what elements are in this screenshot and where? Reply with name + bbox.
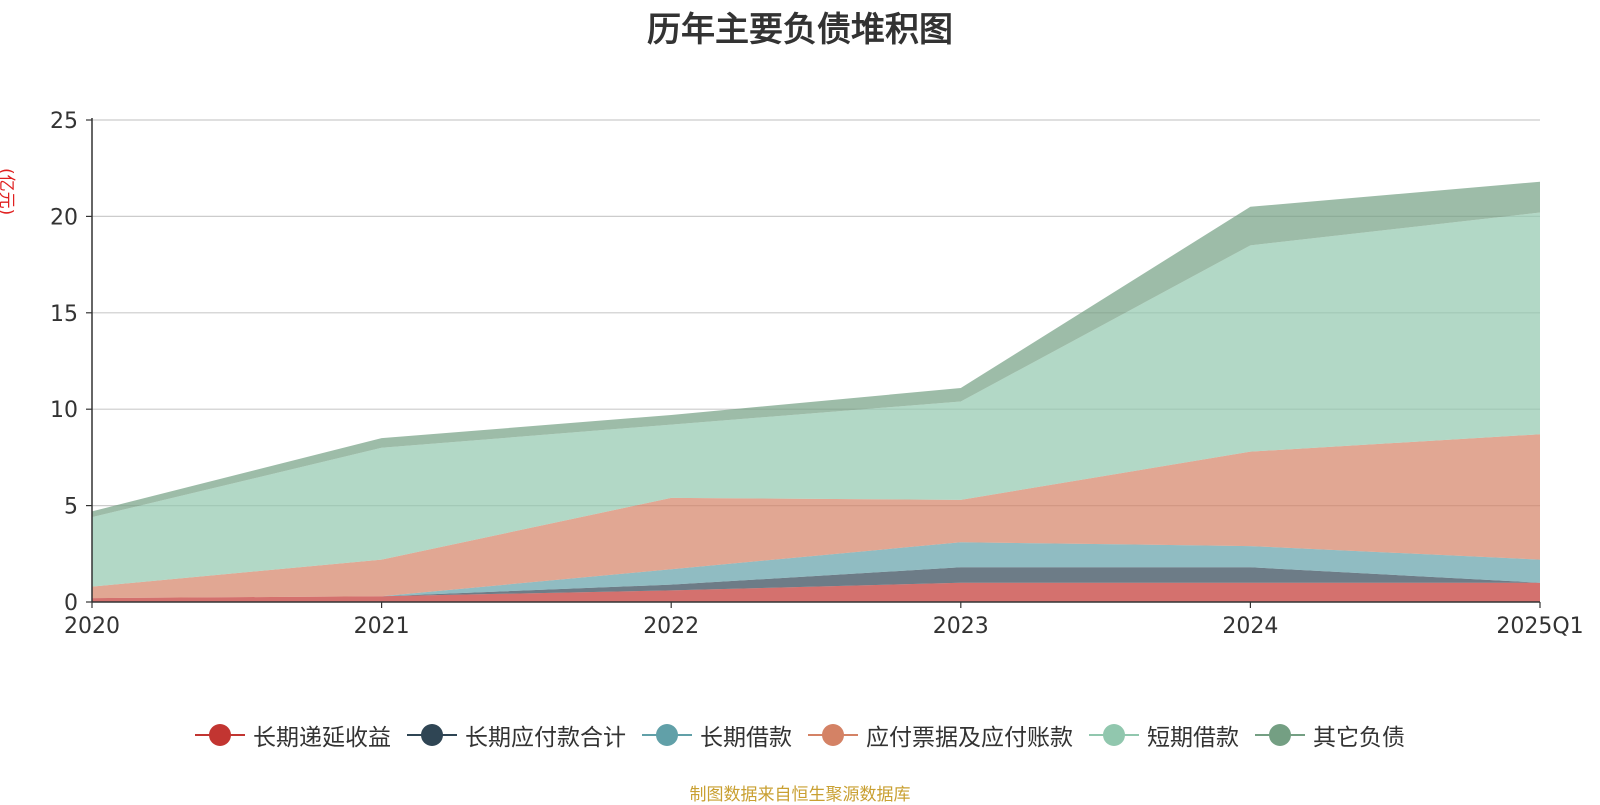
area-series-2 bbox=[92, 542, 1540, 599]
legend-item[interactable]: 长期应付款合计 bbox=[407, 718, 626, 752]
area-series-1 bbox=[92, 567, 1540, 599]
legend-item[interactable]: 应付票据及应付账款 bbox=[808, 718, 1073, 752]
area-series-0 bbox=[92, 582, 1540, 602]
chart-legend: 长期递延收益 长期应付款合计 长期借款 应付票据及应付账款 短期借款 其它负债 bbox=[0, 718, 1600, 752]
x-tick-label: 2020 bbox=[64, 614, 120, 639]
legend-label: 长期应付款合计 bbox=[465, 725, 626, 751]
data-source-note: 制图数据来自恒生聚源数据库 bbox=[689, 785, 911, 805]
area-series-5 bbox=[92, 181, 1540, 518]
legend-label: 长期借款 bbox=[700, 725, 792, 751]
y-tick-label: 0 bbox=[64, 591, 78, 616]
area-series-3 bbox=[92, 434, 1540, 599]
x-tick-label: 2025Q1 bbox=[1496, 614, 1583, 639]
legend-item[interactable]: 长期递延收益 bbox=[195, 718, 391, 752]
legend-swatch-icon bbox=[642, 724, 692, 746]
y-tick-label: 5 bbox=[64, 495, 78, 520]
legend-label: 短期借款 bbox=[1147, 725, 1239, 751]
y-tick-label: 15 bbox=[50, 302, 78, 327]
stacked-area-chart: 0 5 10 15 20 25 2020 2021 2022 2023 2024 2025Q1 bbox=[50, 109, 1584, 639]
chart-title: 历年主要负债堆积图 bbox=[647, 10, 953, 50]
y-tick-label: 25 bbox=[50, 109, 78, 134]
legend-swatch-icon bbox=[1089, 724, 1139, 746]
legend-label: 应付票据及应付账款 bbox=[866, 725, 1073, 751]
legend-item[interactable]: 短期借款 bbox=[1089, 718, 1239, 752]
area-series-4 bbox=[92, 212, 1540, 587]
x-tick-label: 2022 bbox=[643, 614, 699, 639]
legend-swatch-icon bbox=[407, 724, 457, 746]
legend-label: 其它负债 bbox=[1313, 725, 1405, 751]
legend-item[interactable]: 长期借款 bbox=[642, 718, 792, 752]
legend-item[interactable]: 其它负债 bbox=[1255, 718, 1405, 752]
y-tick-label: 10 bbox=[50, 398, 78, 423]
legend-swatch-icon bbox=[1255, 724, 1305, 746]
legend-label: 长期递延收益 bbox=[253, 725, 391, 751]
x-tick-label: 2024 bbox=[1222, 614, 1278, 639]
legend-swatch-icon bbox=[808, 724, 858, 746]
x-tick-label: 2021 bbox=[354, 614, 410, 639]
x-tick-label: 2023 bbox=[933, 614, 989, 639]
legend-swatch-icon bbox=[195, 724, 245, 746]
y-tick-label: 20 bbox=[50, 205, 78, 230]
